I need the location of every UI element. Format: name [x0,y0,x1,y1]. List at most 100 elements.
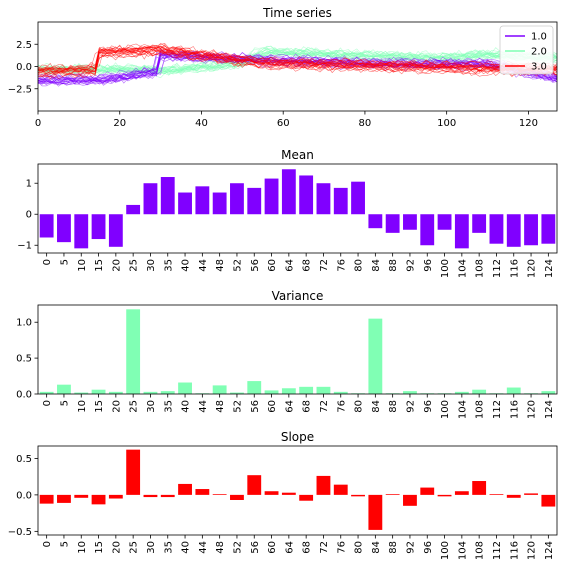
series-line-3.0 [37,51,558,80]
bar-20 [108,214,123,247]
x-tick-label: 60 [267,259,278,272]
bar-92 [403,494,417,506]
x-tick-label: 0 [42,541,53,547]
bar-60 [264,491,279,495]
bar-80 [351,181,365,215]
bar-15 [91,494,106,505]
bar-80 [351,494,365,497]
x-tick-label: 5 [59,541,70,547]
bar-5 [57,384,71,394]
x-tick-label: 100 [440,400,451,419]
x-tick-label: 100 [440,259,451,278]
bar-48 [212,494,227,495]
slope-axes-frame [37,445,558,536]
x-tick-label: 15 [94,541,105,554]
bar-40 [178,192,192,215]
variance-panel: Variance 0 5 10 15 20 25 30 35 40 44 48 52 56 60 64 68 7… [16,289,558,419]
mean-x-ticks: 0 5 10 15 20 25 30 35 40 44 48 52 56 60 64 68 72 76 80 84 88… [42,253,555,278]
x-tick-label: 124 [544,400,555,419]
x-tick-label: 30 [146,259,157,272]
bar-40 [178,483,192,495]
y-tick-label: 1.0 [16,318,32,329]
time-series-panel: Time series 0 20 40 60 80 100 120 2.5 0.0 −2.5 1… [8,6,558,129]
variance-axes-frame [37,304,558,395]
x-tick-label: 92 [405,541,416,554]
series-line-3.0 [37,49,558,79]
x-tick-label: 112 [492,259,503,278]
bar-64 [281,492,296,495]
bar-10 [74,494,89,498]
x-tick-label: 25 [129,400,140,413]
bar-124 [541,494,556,507]
x-tick-label: 56 [250,541,261,554]
x-tick-label: 120 [519,118,538,129]
x-tick-label: 0 [42,259,53,265]
x-tick-label: 84 [371,541,382,554]
slope-title: Slope [281,430,314,444]
bar-48 [212,385,227,394]
x-tick-label: 20 [111,259,122,272]
legend-label: 1.0 [531,32,547,43]
bar-104 [454,391,469,394]
bar-20 [108,391,123,394]
x-tick-label: 84 [371,400,382,413]
bar-84 [368,318,383,394]
slope-y-ticks: 0.5 0.0 −0.5 [8,454,38,538]
x-tick-label: 100 [437,118,456,129]
x-tick-label: 5 [59,400,70,406]
x-tick-label: 48 [215,259,226,272]
x-tick-label: 72 [319,259,330,272]
x-tick-label: 25 [129,541,140,554]
series-line-3.0 [37,48,558,75]
y-tick-label: 0.0 [16,390,32,401]
bar-88 [385,494,400,495]
bar-10 [74,392,89,394]
x-tick-label: 48 [215,400,226,413]
y-tick-label: 2.5 [16,40,32,51]
series-line-2.0 [37,46,558,71]
bar-76 [333,187,348,215]
x-tick-label: 76 [336,259,347,272]
bar-30 [143,391,158,394]
bar-96 [420,487,435,495]
y-tick-label: 0.0 [16,62,32,73]
bar-84 [368,494,383,530]
bar-104 [454,214,469,249]
variance-bars [39,309,556,394]
x-tick-label: 124 [544,259,555,278]
x-tick-label: 40 [181,400,192,413]
y-tick-label: −2.5 [8,84,32,95]
x-tick-label: 44 [198,541,209,554]
x-tick-label: 116 [509,400,520,419]
x-tick-label: 60 [277,118,290,129]
x-tick-label: 92 [405,400,416,413]
bar-120 [524,214,538,246]
x-tick-label: 92 [405,259,416,272]
x-tick-label: 120 [527,259,538,278]
bar-40 [178,382,192,394]
x-tick-label: 68 [302,400,313,413]
legend-box [499,25,554,75]
x-tick-label: 84 [371,259,382,272]
x-tick-label: 0 [35,118,41,129]
bar-25 [126,204,141,215]
x-tick-label: 80 [354,259,365,272]
slope-bars [39,449,556,530]
x-tick-label: 60 [267,541,278,554]
x-tick-label: 15 [94,400,105,413]
series-line-1.0 [37,51,558,82]
x-tick-label: 30 [146,541,157,554]
time-series-lines [37,42,558,87]
bar-15 [91,389,106,394]
x-tick-label: 104 [457,400,468,419]
bar-0 [39,214,54,238]
bar-20 [108,494,123,499]
bar-76 [333,484,348,495]
bar-60 [264,178,279,215]
mean-bars [39,169,556,249]
slope-panel: Slope 0 5 10 15 20 25 30 35 40 44 48 52 56 60 64 68 72 76… [8,430,558,560]
bar-116 [506,214,521,247]
slope-x-ticks: 0 5 10 15 20 25 30 35 40 44 48 52 56 60 64 68 72 76 80 84 88… [42,535,555,560]
bar-10 [74,214,89,249]
bar-68 [299,386,314,394]
